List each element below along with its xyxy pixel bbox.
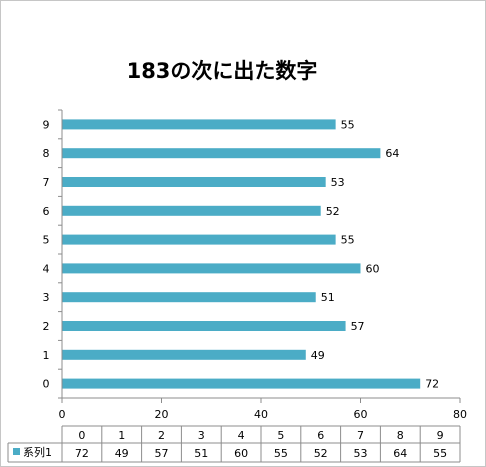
data-label-5: 55 (341, 234, 355, 247)
y-tick-label-0: 0 (43, 378, 50, 391)
data-label-3: 51 (321, 291, 335, 304)
data-label-0: 72 (425, 378, 439, 391)
table-value-1: 49 (115, 447, 129, 460)
bar-4 (62, 263, 361, 274)
legend-key (13, 448, 20, 455)
table-value-0: 72 (75, 447, 89, 460)
y-tick-label-6: 6 (43, 205, 50, 218)
y-tick-label-2: 2 (43, 320, 50, 333)
table-value-7: 53 (354, 447, 368, 460)
y-tick-label-1: 1 (43, 349, 50, 362)
x-tick-label-20: 20 (155, 408, 169, 421)
y-tick-label-8: 8 (43, 147, 50, 160)
table-value-8: 64 (393, 447, 407, 460)
table-header-9: 9 (437, 429, 444, 442)
bar-2 (62, 321, 346, 331)
data-label-9: 55 (341, 118, 355, 131)
table-value-4: 60 (234, 447, 248, 460)
data-label-7: 53 (331, 176, 345, 189)
data-label-1: 49 (311, 349, 325, 362)
bar-0 (62, 378, 421, 389)
data-label-2: 57 (351, 320, 365, 333)
data-label-4: 60 (366, 262, 380, 275)
table-header-4: 4 (238, 429, 245, 442)
x-tick-label-0: 0 (59, 408, 66, 421)
table-value-9: 55 (433, 447, 447, 460)
table-value-2: 57 (155, 447, 169, 460)
y-tick-label-7: 7 (43, 176, 50, 189)
y-tick-label-9: 9 (43, 118, 50, 131)
x-tick-label-80: 80 (453, 408, 467, 421)
bar-8 (62, 148, 381, 159)
table-header-1: 1 (118, 429, 125, 442)
bar-9 (62, 119, 336, 130)
bar-7 (62, 177, 326, 187)
table-header-2: 2 (158, 429, 165, 442)
table-header-6: 6 (317, 429, 324, 442)
table-header-3: 3 (198, 429, 205, 442)
chart-title: 183の次に出た数字 (127, 59, 318, 83)
axes: 0 1 2 3 4 5 6 7 8 9 0 20 40 60 80 (43, 109, 467, 421)
table-header-5: 5 (277, 429, 284, 442)
table-header-0: 0 (78, 429, 85, 442)
y-tick-label-3: 3 (43, 291, 50, 304)
data-label-8: 64 (385, 147, 399, 160)
table-header-7: 7 (357, 429, 364, 442)
y-tick-label-4: 4 (43, 262, 50, 275)
bar-5 (62, 234, 336, 245)
y-tick-label-5: 5 (43, 234, 50, 247)
bar-3 (62, 292, 316, 303)
x-tick-label-60: 60 (354, 408, 368, 421)
bar-6 (62, 205, 321, 216)
plot-area: 72 49 57 51 60 55 52 53 64 55 (62, 118, 439, 391)
table-value-6: 52 (314, 447, 328, 460)
table-value-5: 55 (274, 447, 288, 460)
table-header-8: 8 (397, 429, 404, 442)
data-label-6: 52 (326, 205, 340, 218)
x-tick-label-40: 40 (254, 408, 268, 421)
bar-1 (62, 349, 306, 360)
table-value-3: 51 (194, 447, 208, 460)
legend-label: 系列1 (23, 445, 52, 459)
